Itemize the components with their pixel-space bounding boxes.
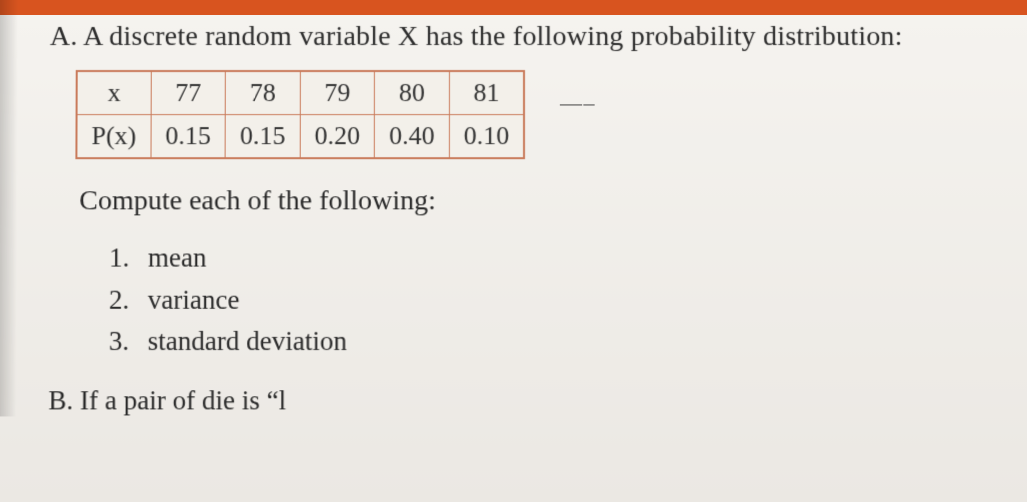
row-header-px: P(x) (76, 114, 151, 158)
list-item: 2. variance (109, 279, 1009, 321)
x-cell: 81 (449, 71, 524, 115)
p-cell: 0.15 (225, 114, 300, 158)
table-row: P(x) 0.15 0.15 0.20 0.40 0.10 (76, 114, 524, 158)
p-cell: 0.20 (300, 114, 375, 158)
item-number: 1. (109, 237, 141, 279)
p-cell: 0.10 (449, 114, 524, 158)
table-row: x 77 78 79 80 81 (77, 71, 525, 115)
x-cell: 77 (151, 71, 226, 115)
list-item: 1. mean (109, 237, 1008, 279)
x-cell: 78 (225, 71, 300, 115)
compute-prompt: Compute each of the following: (79, 185, 1008, 217)
list-item: 3. standard deviation (109, 321, 1009, 363)
p-cell: 0.15 (151, 114, 226, 158)
item-text: mean (148, 242, 207, 272)
x-cell: 79 (300, 71, 375, 115)
x-cell: 80 (375, 71, 450, 115)
item-text: variance (148, 284, 240, 314)
probability-table: x 77 78 79 80 81 P(x) 0.15 0.15 0.20 0.4… (75, 70, 525, 159)
stray-mark: — – (560, 90, 593, 116)
item-number: 2. (109, 279, 141, 321)
item-text: standard deviation (148, 326, 347, 356)
problem-statement: A. A discrete random variable X has the … (50, 18, 1007, 56)
row-header-x: x (77, 71, 151, 115)
part-label: A. (50, 21, 78, 52)
page-content: A. A discrete random variable X has the … (0, 0, 1027, 417)
statement-text: A discrete random variable X has the fol… (83, 21, 903, 52)
item-list: 1. mean 2. variance 3. standard deviatio… (109, 237, 1009, 363)
p-cell: 0.40 (375, 114, 450, 158)
item-number: 3. (109, 321, 141, 363)
cutoff-text: B. If a pair of die is “l (48, 386, 1008, 417)
